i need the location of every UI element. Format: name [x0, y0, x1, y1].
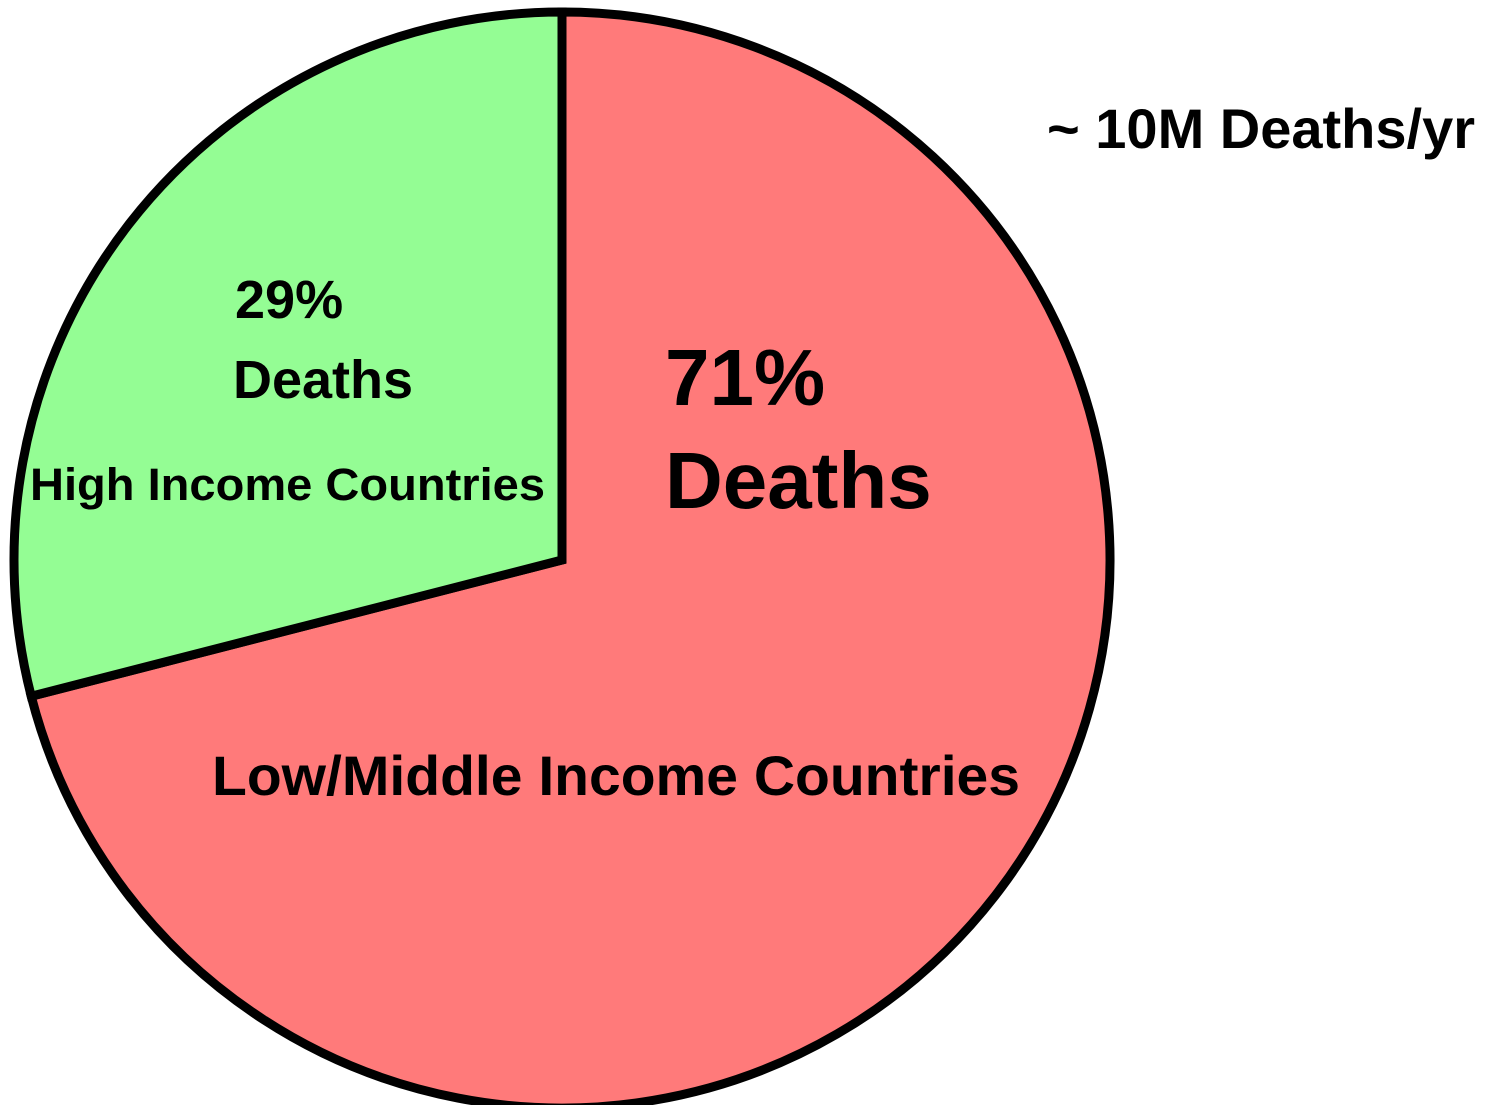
pie-slice-low-middle-income: [25, 7, 1115, 1105]
pie-slices: [9, 7, 1115, 1105]
slice-low-middle-income-category: Low/Middle Income Countries: [212, 744, 1020, 807]
slice-high-income-percent: 29%: [235, 270, 343, 330]
slice-low-middle-income-percent: 71%: [665, 333, 825, 422]
slice-high-income-category: High Income Countries: [30, 459, 545, 510]
annotation-total-deaths: ~ 10M Deaths/yr: [1047, 97, 1475, 160]
pie-slice-high-income: [9, 7, 567, 702]
slice-low-middle-income-deaths: Deaths: [665, 436, 932, 525]
slice-high-income-deaths: Deaths: [233, 350, 413, 410]
